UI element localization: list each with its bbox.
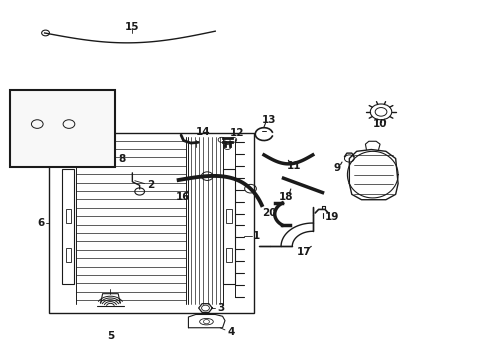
Bar (65, 248, 71, 262)
Bar (225, 209, 231, 223)
Text: 14: 14 (195, 127, 210, 136)
Bar (225, 248, 231, 262)
Text: 16: 16 (175, 192, 189, 202)
Text: 1: 1 (253, 231, 260, 240)
Text: 18: 18 (279, 192, 293, 202)
Bar (49, 134, 254, 313)
Bar (10, 90, 115, 167)
Bar (61, 169, 74, 284)
Text: 10: 10 (372, 120, 387, 129)
Text: 12: 12 (229, 129, 244, 138)
Text: 3: 3 (217, 303, 224, 313)
Text: 13: 13 (261, 115, 276, 125)
Text: 17: 17 (296, 247, 311, 257)
Text: 8: 8 (118, 154, 125, 164)
Text: 6: 6 (37, 218, 44, 228)
Bar (222, 169, 234, 284)
Text: 20: 20 (261, 208, 276, 219)
Bar (65, 209, 71, 223)
Text: 4: 4 (227, 327, 234, 337)
Text: 19: 19 (325, 212, 339, 221)
Text: 2: 2 (147, 180, 154, 190)
Text: 11: 11 (286, 161, 301, 171)
Text: 9: 9 (333, 163, 340, 173)
Text: 7: 7 (99, 133, 106, 143)
Text: 15: 15 (125, 22, 139, 32)
Text: 5: 5 (106, 331, 114, 341)
